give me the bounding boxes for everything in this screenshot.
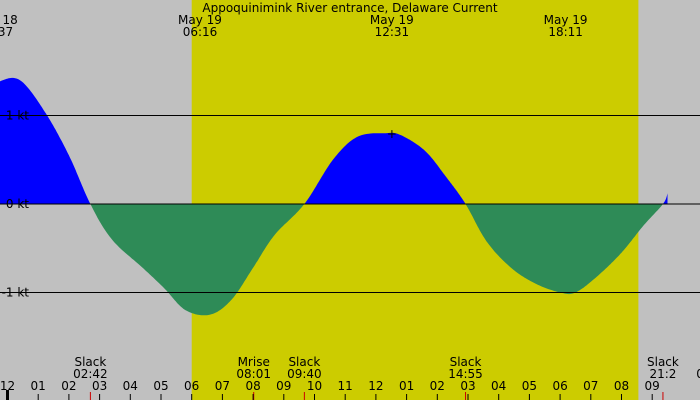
- flood-area-2: [304, 132, 466, 204]
- event-time-label-5: 21:2: [649, 367, 676, 381]
- hour-label-11: 10: [307, 379, 322, 393]
- hour-label-7: 06: [184, 379, 199, 393]
- event-time-label-2: 08:01: [236, 367, 271, 381]
- hour-label-14: 01: [399, 379, 414, 393]
- top-time-label-0: 23:37: [0, 25, 13, 39]
- top-date-label-0: May 18: [0, 13, 18, 27]
- hour-label-17: 04: [491, 379, 506, 393]
- ebb-area-2: [465, 204, 663, 295]
- top-time-label-3: 18:11: [548, 25, 583, 39]
- event-name-label-1: Slack: [74, 355, 106, 369]
- hour-label-12: 11: [338, 379, 353, 393]
- chart-title: Appoquinimink River entrance, Delaware C…: [202, 1, 497, 15]
- reference-lines: [0, 115, 700, 400]
- hour-label-18: 05: [522, 379, 537, 393]
- event-time-label-3: 09:40: [287, 367, 322, 381]
- top-time-label-1: 06:16: [183, 25, 218, 39]
- hour-label-21: 08: [614, 379, 629, 393]
- top-date-label-3: May 19: [544, 13, 588, 27]
- event-time-label-4: 14:55: [448, 367, 483, 381]
- event-name-label-3: Slack: [288, 355, 320, 369]
- y-label-0: 1 kt: [6, 109, 29, 123]
- y-label-1: 0 kt: [6, 197, 29, 211]
- hour-label-20: 07: [583, 379, 598, 393]
- current-areas: [0, 77, 668, 316]
- hour-label-4: 03: [92, 379, 107, 393]
- flood-area-3: [662, 193, 668, 204]
- flood-area-1: [0, 77, 91, 204]
- hour-label-10: 09: [276, 379, 291, 393]
- event-name-label-5: Slack: [647, 355, 679, 369]
- hour-label-6: 05: [153, 379, 168, 393]
- event-time-label-0: 03:00: [696, 367, 700, 381]
- hour-label-8: 07: [215, 379, 230, 393]
- event-name-label-2: Mrise: [238, 355, 270, 369]
- hour-label-19: 06: [552, 379, 567, 393]
- top-time-label-2: 12:31: [375, 25, 410, 39]
- hour-label-2: 01: [31, 379, 46, 393]
- hour-label-13: 12: [368, 379, 383, 393]
- top-date-label-1: May 19: [178, 13, 222, 27]
- hour-label-22: 09: [645, 379, 660, 393]
- hour-label-15: 02: [430, 379, 445, 393]
- ebb-area-1: [90, 204, 305, 316]
- top-date-label-2: May 19: [370, 13, 414, 27]
- event-name-label-4: Slack: [450, 355, 482, 369]
- max-flood-marker: +: [387, 127, 397, 141]
- hour-label-3: 02: [61, 379, 76, 393]
- hour-label-5: 04: [123, 379, 138, 393]
- event-time-label-1: 02:42: [73, 367, 108, 381]
- hour-label-1: 12: [0, 379, 15, 393]
- hour-label-16: 03: [460, 379, 475, 393]
- hour-label-9: 08: [245, 379, 260, 393]
- y-label-2: -1 kt: [2, 286, 30, 300]
